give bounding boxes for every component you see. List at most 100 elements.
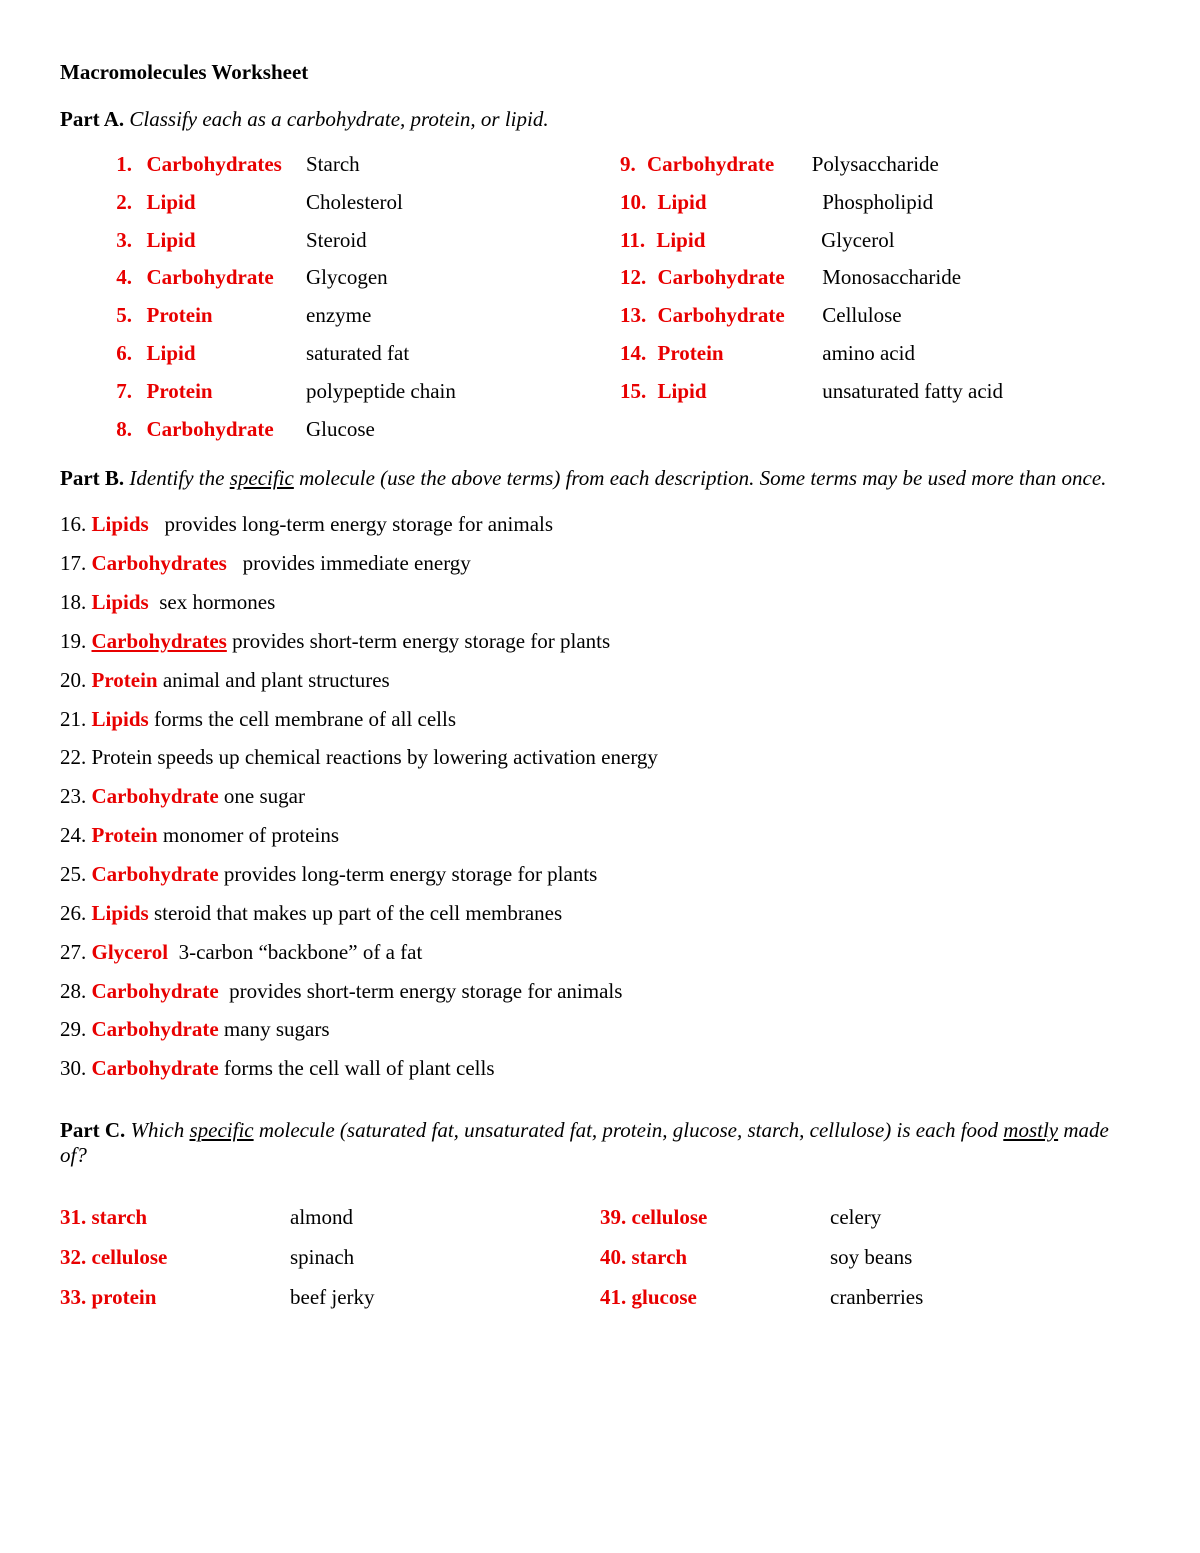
item-answer: Carbohydrates [92,551,227,575]
item-number: 28. [60,979,92,1003]
item-term: Phospholipid [822,184,933,222]
part-b-row: 20. Protein animal and plant structures [60,661,1140,700]
item-term: Monosaccharide [822,259,961,297]
item-answer: 32. cellulose [60,1238,290,1278]
item-term: Cellulose [822,297,901,335]
item-answer: Lipid [136,335,306,373]
part-c-columns: 31. starchalmond32. cellulosespinach33. … [60,1198,1140,1318]
part-b-row: 16. Lipids provides long-term energy sto… [60,505,1140,544]
item-answer: Carbohydrate [652,297,822,335]
item-answer: Lipid [136,184,306,222]
part-b-row: 25. Carbohydrate provides long-term ener… [60,855,1140,894]
part-b-row: 27. Glycerol 3-carbon “backbone” of a fa… [60,933,1140,972]
part-a-row: 2. LipidCholesterol [100,184,620,222]
item-description: provides short-term energy storage for a… [219,979,623,1003]
item-number: 8. [100,411,132,449]
item-answer: Protein [92,823,158,847]
part-b-list: 16. Lipids provides long-term energy sto… [60,505,1140,1088]
part-b-row: 26. Lipids steroid that makes up part of… [60,894,1140,933]
item-answer: Protein [92,668,158,692]
item-number: 10. [620,184,646,222]
item-answer: Lipids [92,512,149,536]
part-b-row: 29. Carbohydrate many sugars [60,1010,1140,1049]
item-answer: Protein [652,335,822,373]
part-b-label: Part B. [60,466,124,490]
item-answer: Carbohydrate [92,1056,219,1080]
part-c-row: 40. starchsoy beans [600,1238,1140,1278]
item-answer: Lipids [92,590,149,614]
item-number: 17. [60,551,92,575]
item-term: almond [290,1198,353,1238]
part-c-row: 32. cellulosespinach [60,1238,600,1278]
item-term: soy beans [830,1238,912,1278]
item-description: provides long-term energy storage for pl… [219,862,598,886]
item-answer: Protein [136,373,306,411]
item-term: spinach [290,1238,354,1278]
part-a-left-column: 1. CarbohydratesStarch2. LipidCholestero… [100,146,620,448]
item-answer: Carbohydrates [92,629,227,653]
part-b-header: Part B. Identify the specific molecule (… [60,466,1140,491]
part-b-row: 30. Carbohydrate forms the cell wall of … [60,1049,1140,1088]
part-a-row: 12. CarbohydrateMonosaccharide [620,259,1140,297]
item-description: monomer of proteins [158,823,339,847]
item-answer: Carbohydrate [136,411,306,449]
item-term: beef jerky [290,1278,375,1318]
item-number: 11. [620,222,645,260]
item-number: 20. [60,668,92,692]
item-term: Glucose [306,411,375,449]
item-answer: 31. starch [60,1198,290,1238]
item-number: 23. [60,784,92,808]
part-a-row: 13. CarbohydrateCellulose [620,297,1140,335]
item-description: steroid that makes up part of the cell m… [149,901,562,925]
part-a-row: 8. CarbohydrateGlucose [100,411,620,449]
part-a-instruction: Classify each as a carbohydrate, protein… [129,107,548,131]
item-description: provides immediate energy [227,551,471,575]
part-a-row: 11. LipidGlycerol [620,222,1140,260]
item-number: 21. [60,707,92,731]
item-answer: 33. protein [60,1278,290,1318]
part-a-header: Part A. Classify each as a carbohydrate,… [60,107,1140,132]
part-b-row: 17. Carbohydrates provides immediate ene… [60,544,1140,583]
item-number: 7. [100,373,132,411]
item-number: 30. [60,1056,92,1080]
item-number: 16. [60,512,92,536]
part-a-columns: 1. CarbohydratesStarch2. LipidCholestero… [100,146,1140,448]
item-term: celery [830,1198,881,1238]
item-number: 29. [60,1017,92,1041]
item-description: sex hormones [149,590,276,614]
item-term: unsaturated fatty acid [822,373,1003,411]
item-description: forms the cell membrane of all cells [149,707,456,731]
item-number: 2. [100,184,132,222]
part-b-row: 24. Protein monomer of proteins [60,816,1140,855]
part-b-row: 19. Carbohydrates provides short-term en… [60,622,1140,661]
item-answer: Carbohydrate [92,862,219,886]
page-title: Macromolecules Worksheet [60,60,1140,85]
part-a-row: 10. LipidPhospholipid [620,184,1140,222]
item-number: 6. [100,335,132,373]
item-number: 27. [60,940,92,964]
part-a-row: 7. Proteinpolypeptide chain [100,373,620,411]
item-answer: Lipid [652,373,822,411]
item-answer: Lipids [92,901,149,925]
part-c-left-column: 31. starchalmond32. cellulosespinach33. … [60,1198,600,1318]
item-term: Starch [306,146,360,184]
item-answer: 40. starch [600,1238,830,1278]
item-number: 26. [60,901,92,925]
item-answer: Carbohydrate [642,146,812,184]
part-b-row: 18. Lipids sex hormones [60,583,1140,622]
item-description: one sugar [219,784,305,808]
part-a-row: 6. Lipidsaturated fat [100,335,620,373]
item-description: Protein speeds up chemical reactions by … [92,745,658,769]
item-description: forms the cell wall of plant cells [219,1056,495,1080]
item-answer: Carbohydrates [136,146,306,184]
part-c-row: 31. starchalmond [60,1198,600,1238]
item-description: many sugars [219,1017,330,1041]
item-term: enzyme [306,297,371,335]
item-term: Glycerol [821,222,894,260]
part-c-row: 39. cellulosecelery [600,1198,1140,1238]
part-b-row: 22. Protein speeds up chemical reactions… [60,738,1140,777]
item-description: 3-carbon “backbone” of a fat [168,940,422,964]
item-answer: Lipid [136,222,306,260]
part-a-row: 5. Proteinenzyme [100,297,620,335]
item-term: saturated fat [306,335,409,373]
